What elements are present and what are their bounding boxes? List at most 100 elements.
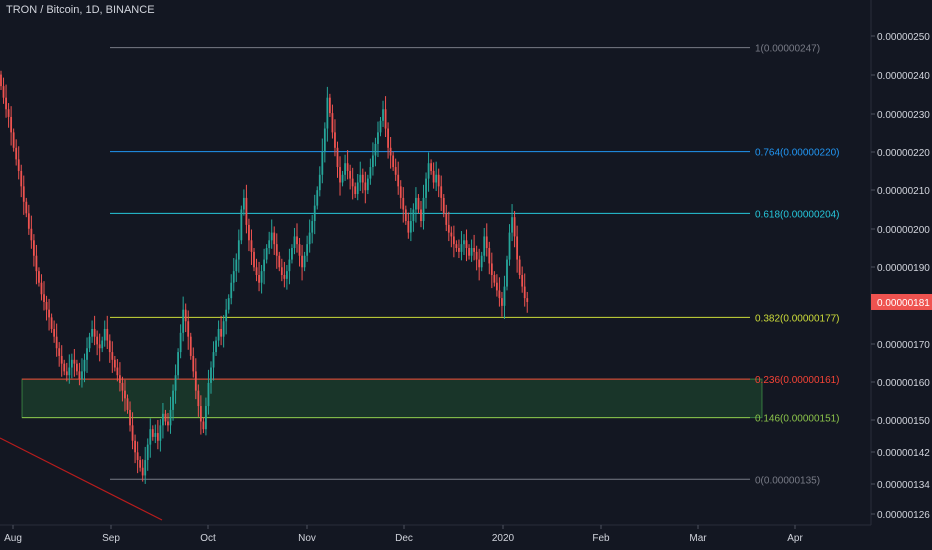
candle-body [275,244,278,256]
time-axis[interactable]: Aug Sep Oct Nov Dec 2020 Feb Mar Apr [0,524,871,544]
candle-body [131,425,134,441]
candle-body [242,197,245,210]
candle-body [27,213,30,229]
y-tick-label: 0.00000142 [877,448,930,459]
candle-body [15,147,18,160]
candle-body [134,440,136,453]
candle-body [5,97,7,110]
candle-body [361,174,364,183]
y-tick-label: 0.00000250 [877,32,930,43]
candle-body [60,355,63,364]
candle-body [207,382,210,407]
candle-body [76,363,78,372]
candle-body [53,328,56,337]
candle-body [364,182,367,191]
last-price-label: 0.00000181 [877,298,930,309]
candle-body [420,209,422,222]
candle-body [293,236,296,249]
zone-rect[interactable] [21,378,763,419]
candle-body [458,248,460,252]
candle-body [121,382,124,391]
candle-body [301,255,303,268]
candle-body [490,263,493,275]
candle-body [48,309,50,318]
candle-body [194,371,197,391]
candle-body [508,232,511,260]
candle-body [523,286,526,299]
candle-body [265,248,268,260]
last-price-badge: 0.00000181 [871,293,932,310]
candle-body [20,170,23,187]
candle-body [344,163,346,175]
candle-body [285,271,288,279]
y-tick-label: 0.00000160 [877,378,930,389]
candle-body [445,213,448,225]
candle-body [495,282,498,291]
candle-body [399,186,402,198]
candle-body [227,298,230,310]
candle-body [192,355,195,372]
candle-body [501,298,503,306]
x-tick-label: Feb [592,533,610,544]
price-axis[interactable]: 0.00000250 0.00000240 0.00000230 0.00000220… [870,0,930,525]
candle-body [313,205,316,222]
candle-body [268,240,271,249]
candle-body [298,244,301,256]
candle-body [50,317,53,329]
candle-body [32,240,35,256]
candle-body [273,232,276,245]
candle-body [25,201,28,214]
candle-body [68,367,71,376]
candle-body [169,409,172,426]
fib-retracement[interactable]: 1(0.00000247) 0.764(0.00000220) 0.618(0.00… [22,44,840,487]
candle-body [65,371,68,376]
y-tick-label: 0.00000126 [877,510,930,521]
candle-body [93,328,96,337]
candle-body [356,182,359,195]
candle-body [58,348,61,356]
candle-body [412,209,415,222]
candle-body [430,163,432,171]
candle-body [240,209,243,241]
candle-body [346,163,349,171]
chart-title: TRON / Bitcoin, 1D, BINANCE [6,4,155,16]
candle-body [455,244,458,249]
candle-body [473,248,476,252]
candle-body [369,167,372,179]
candle-body [146,444,149,461]
candle-body [258,275,260,283]
candle-body [498,290,501,299]
red-trendline[interactable] [0,437,163,521]
fib-label: 0.618(0.00000204) [755,209,840,220]
candle-body [210,367,212,383]
candle-body [88,336,91,349]
candle-body [159,425,162,441]
y-tick-label: 0.00000134 [877,480,930,491]
candle-body [253,251,255,268]
candle-body [86,348,88,360]
y-tick-label: 0.00000170 [877,340,930,351]
candle-body [359,174,362,183]
candle-body [7,109,10,117]
candle-body [326,97,329,129]
candle-body [139,460,142,468]
candle-body [235,259,238,272]
candle-body [103,328,106,341]
candle-body [106,328,109,341]
candle-body [447,224,450,233]
candles [0,70,529,484]
candle-body [177,352,179,376]
candle-body [516,236,519,260]
candle-body [442,197,445,214]
fib-label: 0.764(0.00000220) [755,148,840,159]
candle-body [392,155,395,168]
y-tick-label: 0.00000210 [877,186,930,197]
candle-body [212,352,215,368]
candle-body [409,221,412,233]
candle-body [270,232,273,241]
candle-body [154,433,157,437]
candle-body [237,240,240,260]
candle-body [465,240,468,249]
